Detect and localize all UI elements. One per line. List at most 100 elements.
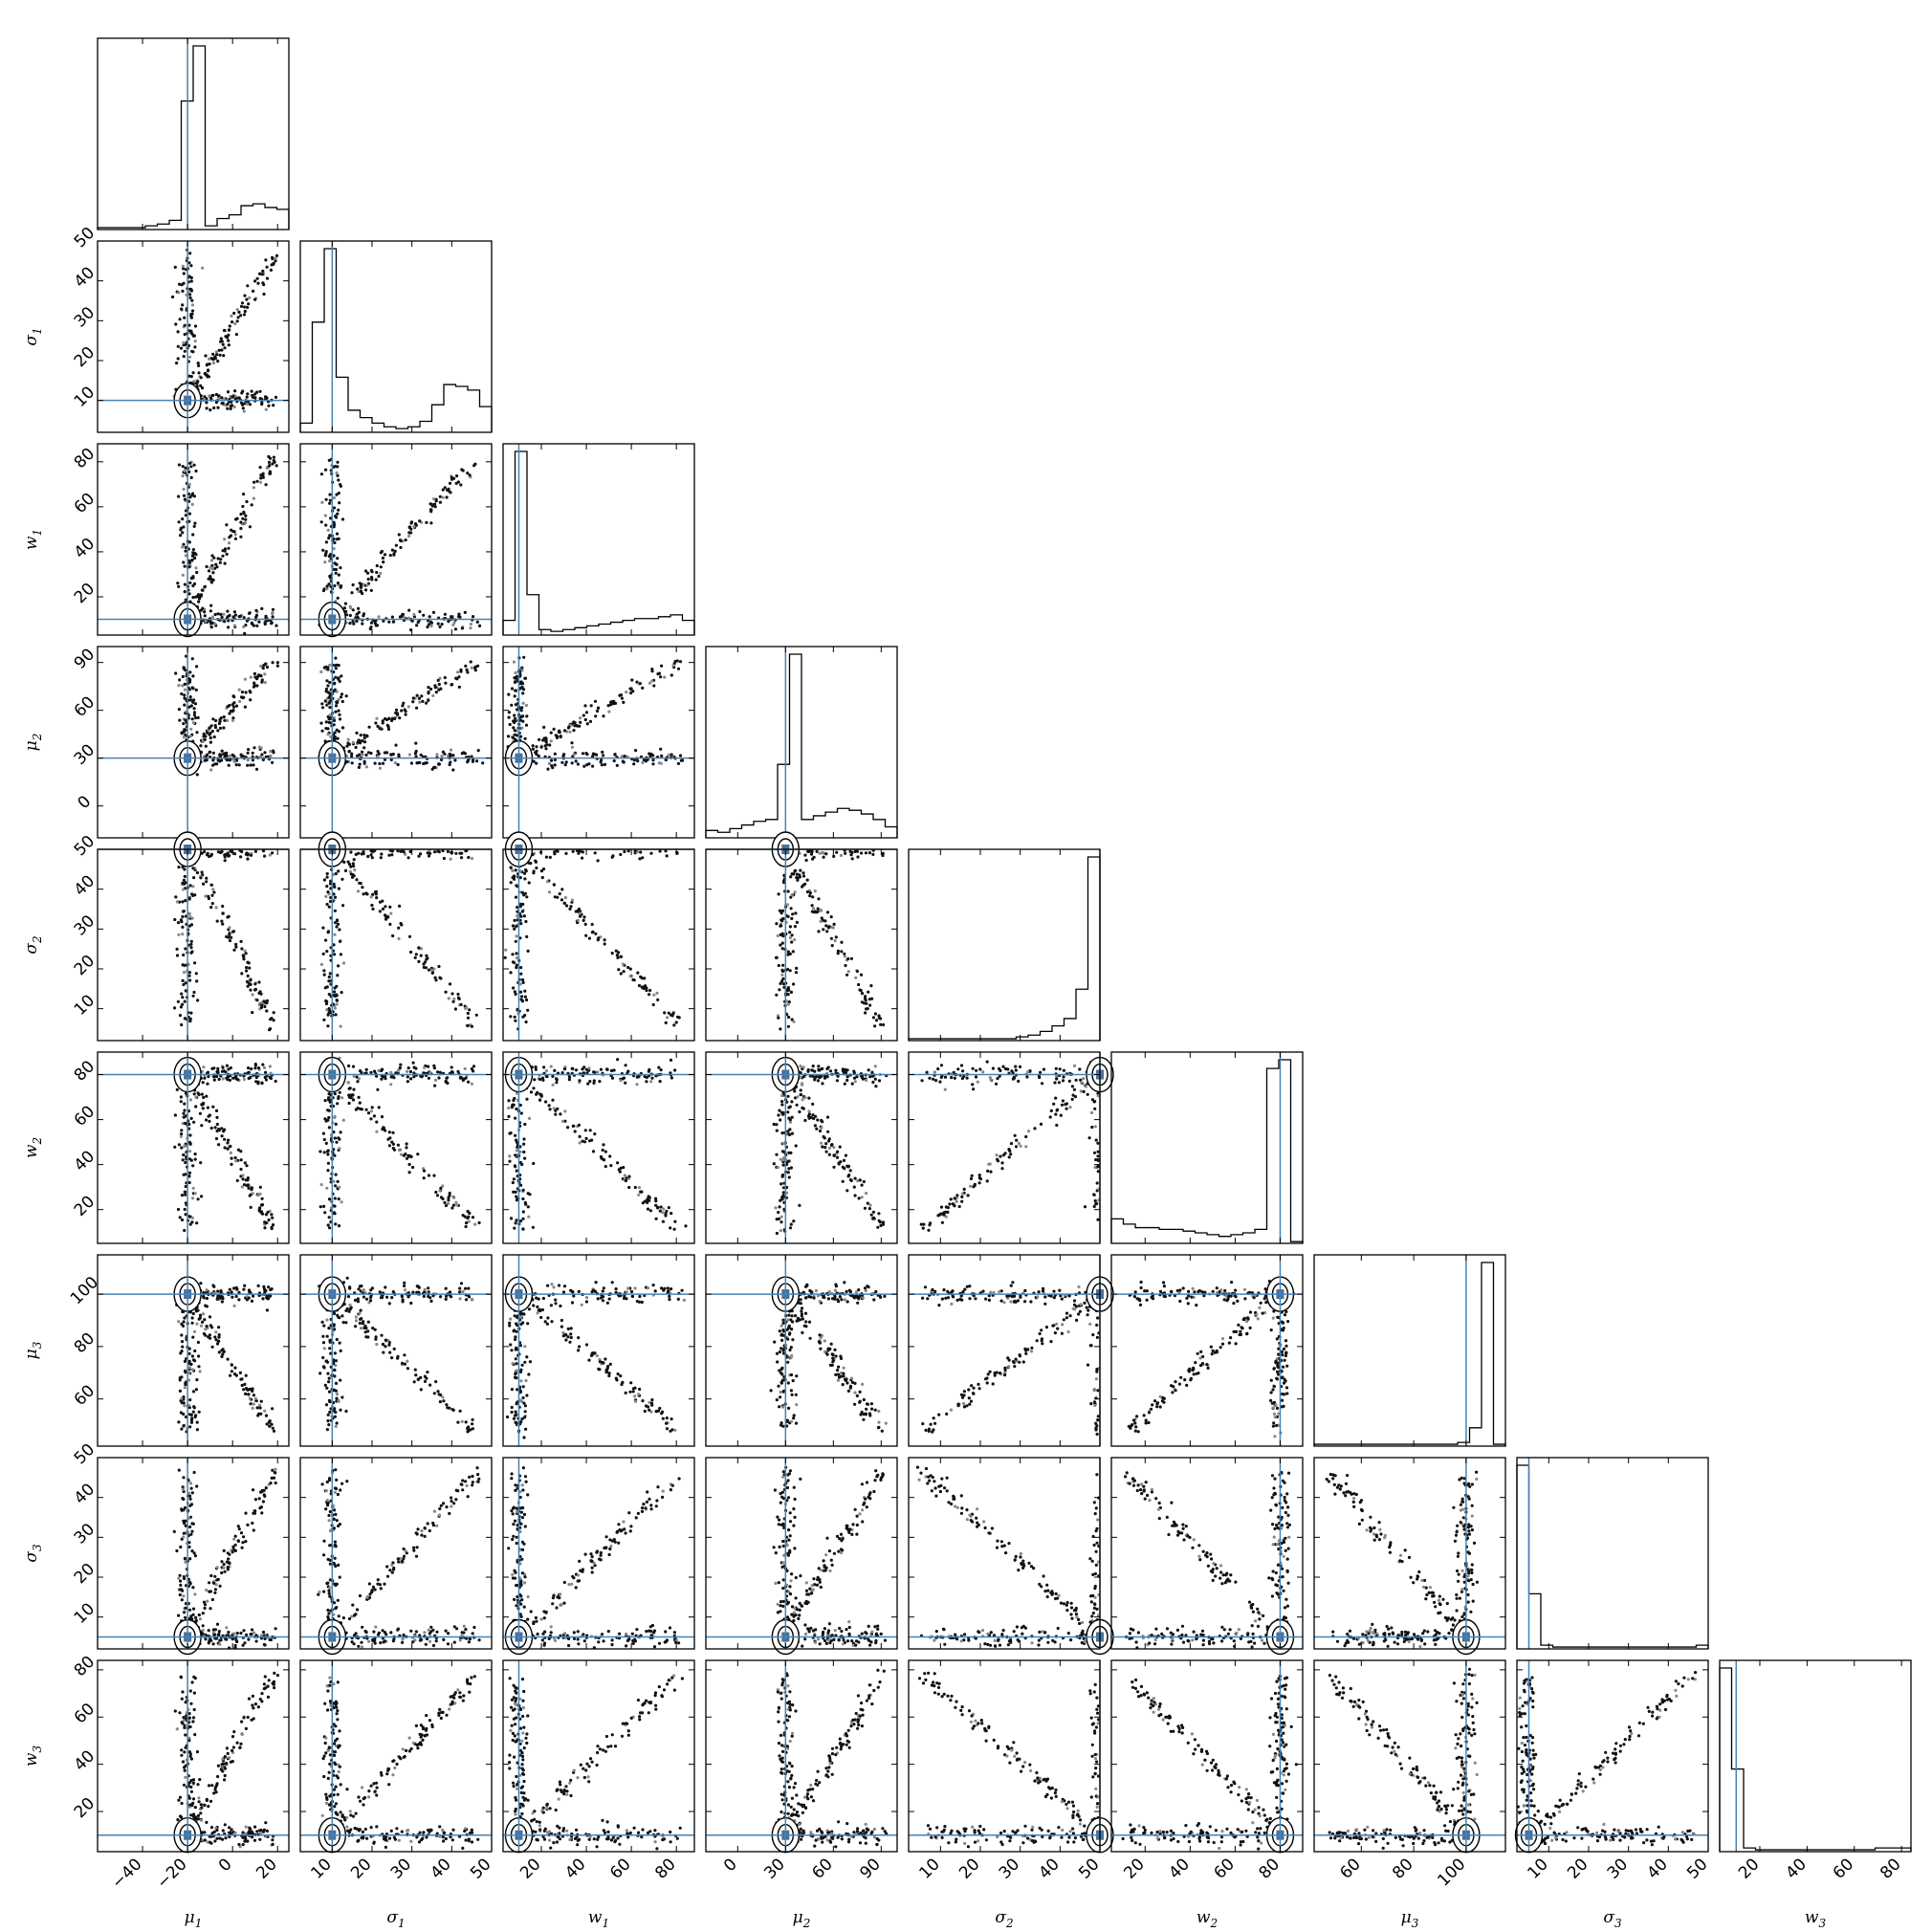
panel-frame xyxy=(299,240,493,433)
sample-point xyxy=(189,923,194,927)
sample-point xyxy=(231,718,235,722)
sample-point xyxy=(641,985,645,989)
sample-point xyxy=(468,473,472,477)
sample-point xyxy=(246,305,250,309)
sample-point xyxy=(389,911,393,915)
sample-point xyxy=(459,856,464,860)
sample-point xyxy=(358,762,362,766)
sample-point xyxy=(390,615,394,619)
sample-point xyxy=(210,615,214,619)
sample-point xyxy=(445,488,450,492)
sample-point xyxy=(187,592,191,596)
sample-point xyxy=(228,613,231,618)
sample-point xyxy=(460,468,464,472)
sample-point xyxy=(335,663,339,667)
sample-point xyxy=(189,264,193,268)
sample-point xyxy=(424,966,428,970)
sample-point xyxy=(255,276,259,280)
sample-point xyxy=(507,711,512,714)
sample-point xyxy=(191,721,196,725)
sample-point xyxy=(470,1024,473,1028)
sample-point xyxy=(437,964,441,969)
sample-point xyxy=(209,577,213,582)
sample-point xyxy=(464,664,468,669)
sample-point xyxy=(369,751,373,756)
sample-point xyxy=(326,1024,330,1028)
sample-point xyxy=(243,309,247,314)
sample-point xyxy=(561,754,565,758)
sample-point xyxy=(183,682,187,687)
sample-point xyxy=(209,906,213,910)
sample-point xyxy=(211,352,215,356)
sample-point xyxy=(337,887,340,890)
sample-point xyxy=(328,680,332,685)
sample-point xyxy=(381,907,385,911)
sample-point xyxy=(425,954,428,957)
sample-point xyxy=(832,854,836,859)
sample-point xyxy=(326,733,330,736)
sample-point xyxy=(361,750,364,754)
sample-point xyxy=(558,891,561,896)
sample-point xyxy=(265,265,269,269)
sample-point xyxy=(411,696,415,700)
sample-point xyxy=(393,761,397,765)
histogram-sigma1 xyxy=(299,248,493,432)
sample-point xyxy=(619,955,623,958)
sample-point xyxy=(211,763,215,767)
sample-point xyxy=(232,948,236,952)
sample-point xyxy=(254,613,259,618)
sample-point xyxy=(348,613,352,618)
sample-point xyxy=(468,1008,472,1012)
sample-point xyxy=(573,721,577,725)
sample-point xyxy=(258,389,262,393)
sample-point xyxy=(183,349,187,353)
sample-point xyxy=(430,971,434,976)
sample-point xyxy=(332,682,337,686)
sample-point xyxy=(427,686,430,690)
sample-point xyxy=(193,702,198,706)
sample-point xyxy=(184,549,187,553)
sample-point xyxy=(215,565,219,569)
sample-point xyxy=(248,611,252,615)
sample-point xyxy=(325,985,329,989)
sample-point xyxy=(390,548,394,552)
sample-point xyxy=(243,705,247,709)
sample-point xyxy=(223,859,227,863)
sample-point xyxy=(211,717,215,721)
sample-point xyxy=(458,615,462,619)
sample-point xyxy=(222,354,226,358)
sample-point xyxy=(396,762,400,767)
sample-point xyxy=(253,987,258,992)
sample-point xyxy=(271,255,274,259)
sample-point xyxy=(421,699,425,704)
sample-point xyxy=(271,615,274,619)
sample-point xyxy=(470,666,473,670)
sample-point xyxy=(347,742,351,746)
sample-point xyxy=(228,328,231,332)
sample-point xyxy=(455,474,459,478)
sample-point xyxy=(229,849,232,853)
sample-point xyxy=(325,679,329,683)
sample-point xyxy=(193,345,197,349)
sample-point xyxy=(209,732,212,735)
sample-point xyxy=(220,749,224,753)
sample-point xyxy=(259,1005,264,1009)
sample-point xyxy=(381,556,384,560)
sample-point xyxy=(189,279,193,283)
sample-point xyxy=(440,623,444,626)
sample-point xyxy=(418,609,422,614)
sample-point xyxy=(339,484,342,488)
sample-point xyxy=(600,763,604,767)
sample-point xyxy=(789,990,794,994)
sample-point xyxy=(371,907,375,911)
sample-point xyxy=(582,918,585,923)
sample-point xyxy=(251,751,254,755)
sample-point xyxy=(181,465,185,469)
sample-point xyxy=(659,675,663,679)
sample-point xyxy=(429,687,433,692)
sample-point xyxy=(333,933,337,936)
sample-point xyxy=(401,612,405,617)
sample-point xyxy=(611,699,615,704)
sample-point xyxy=(456,992,460,997)
sample-point xyxy=(402,701,406,705)
